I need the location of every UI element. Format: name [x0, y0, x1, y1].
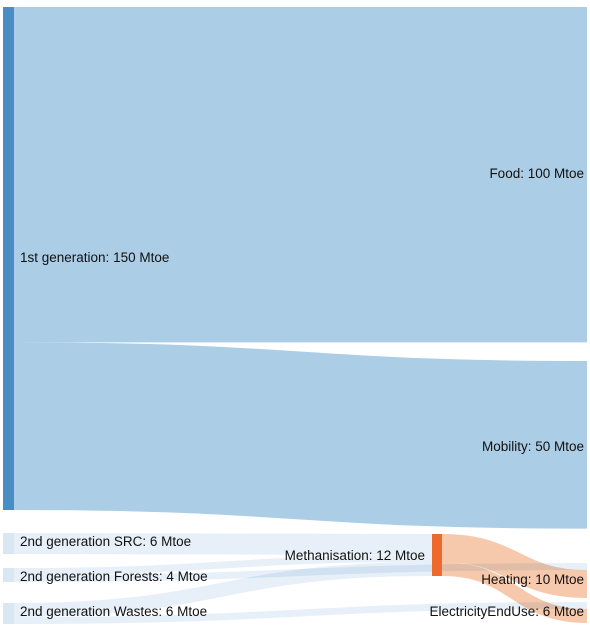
link-meth-to-heating [441, 534, 588, 598]
link-meth-to-elec [441, 562, 588, 623]
node-label-src: 2nd generation SRC: 6 Mtoe [20, 534, 191, 549]
link-wastes-to-elec [13, 602, 588, 624]
link-wastes-to-meth [13, 562, 433, 617]
sankey-links [13, 7, 588, 624]
link-forests-to-meth [13, 555, 433, 575]
node-meth [432, 534, 442, 576]
node-label-mobility: Mobility: 50 Mtoe [482, 439, 584, 454]
node-label-food: Food: 100 Mtoe [489, 166, 584, 181]
link-src-to-meth [13, 533, 433, 555]
node-label-forests: 2nd generation Forests: 4 Mtoe [20, 569, 208, 584]
node-forests [3, 568, 14, 582]
node-label-first: 1st generation: 150 Mtoe [20, 250, 169, 265]
node-label-meth: Methanisation: 12 Mtoe [285, 548, 425, 563]
node-label-wastes: 2nd generation Wastes: 6 Mtoe [20, 604, 207, 619]
node-label-elec: ElectricityEndUse: 6 Mtoe [429, 604, 584, 619]
link-first-to-mobility [13, 342, 588, 529]
node-src [3, 533, 14, 554]
node-label-heating: Heating: 10 Mtoe [481, 572, 584, 587]
node-wastes [3, 603, 14, 624]
sankey-nodes [3, 7, 442, 624]
sankey-labels: 1st generation: 150 Mtoe Food: 100 Mtoe … [20, 166, 584, 619]
node-first [3, 7, 14, 510]
